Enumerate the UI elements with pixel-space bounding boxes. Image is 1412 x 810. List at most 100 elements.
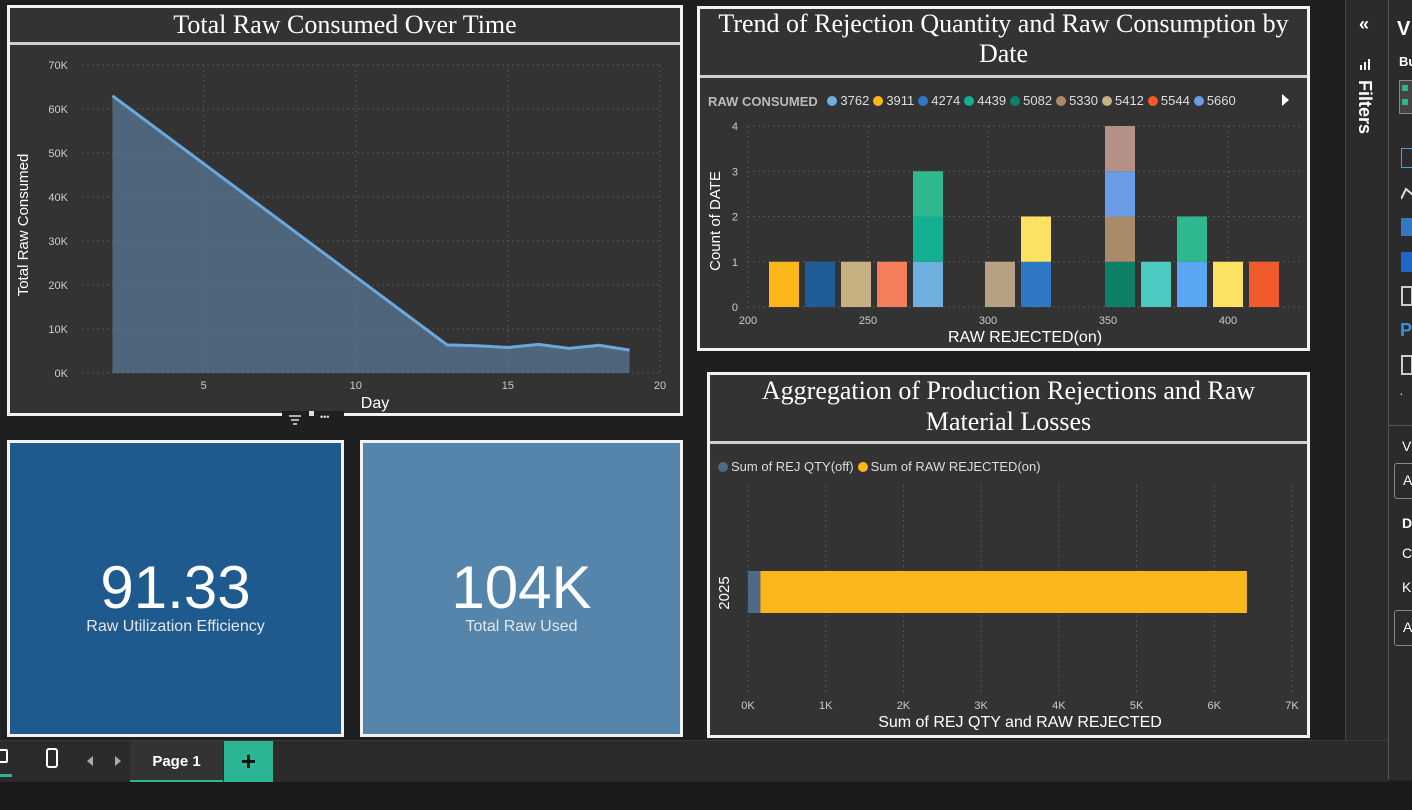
viz-field-well-2[interactable]: A: [1394, 610, 1412, 646]
agg-xtick: 1K: [819, 700, 833, 712]
trend-legend-item[interactable]: 5544: [1147, 93, 1190, 108]
legend-dot-icon: [827, 95, 838, 106]
viz-letter-1: V: [1402, 438, 1412, 454]
agg-xlabel: Sum of REJ QTY and RAW REJECTED: [878, 714, 1162, 731]
mobile-view-icon[interactable]: [46, 748, 58, 768]
more-visuals-icon[interactable]: ·: [1399, 385, 1404, 401]
legend-dot-icon: [1056, 95, 1067, 106]
focus-handle-icon[interactable]: [309, 411, 314, 416]
agg-legend: Sum of REJ QTY(off) Sum of RAW REJECTED(o…: [718, 459, 1045, 475]
legend-dot-icon: [1010, 95, 1021, 106]
trend-xtick: 300: [979, 315, 997, 327]
kpi-total-raw-value: 104K: [451, 554, 592, 621]
trend-bar-segment: [1105, 171, 1135, 217]
desktop-view-indicator: [0, 774, 12, 777]
trend-title-line2: Date: [978, 39, 1029, 68]
trend-legend-item[interactable]: 3762: [827, 93, 869, 108]
kpi-total-raw-card[interactable]: 104K Total Raw Used: [360, 440, 683, 737]
line-visual-icon[interactable]: [1400, 183, 1412, 208]
trend-legend-item[interactable]: 5412: [1101, 93, 1144, 108]
filters-pane[interactable]: « Filters: [1345, 0, 1388, 780]
trend-bar-segment: [1105, 261, 1135, 307]
report-canvas: Total Raw Consumed Over Time 0K 10K 20K 30K…: [7, 5, 1310, 738]
trend-legend-item[interactable]: 3911: [873, 93, 914, 108]
agg-category-label: 2025: [716, 576, 733, 609]
trend-legend-item[interactable]: 4274: [918, 93, 960, 108]
prev-page-icon[interactable]: [87, 756, 93, 766]
agg-xtick: 5K: [1130, 700, 1144, 712]
trend-legend-label: 3911: [886, 93, 915, 108]
line-ylabel: Total Raw Consumed: [15, 154, 32, 297]
trend-xlabel: RAW REJECTED(on): [948, 329, 1102, 346]
kpi-efficiency-card[interactable]: 91.33 Raw Utilization Efficiency: [7, 440, 344, 737]
filter-pane-icon[interactable]: [1359, 58, 1371, 76]
kpi-total-raw-label: Total Raw Used: [465, 618, 578, 635]
trend-legend-item[interactable]: 5660: [1193, 93, 1236, 108]
trend-bar-segment: [1021, 216, 1051, 262]
legend-dot-icon: [718, 461, 728, 472]
next-page-icon[interactable]: [115, 756, 121, 766]
more-options-icon[interactable]: •••: [320, 412, 330, 422]
legend-dot-icon: [873, 95, 884, 106]
legend-dot-icon: [918, 95, 929, 106]
trend-bar-segment: [1177, 261, 1207, 307]
trend-legend-label: 5082: [1023, 93, 1053, 108]
viz-letter-5: K: [1402, 579, 1412, 595]
card-visual-icon[interactable]: [1401, 252, 1412, 272]
agg-title-line2: Material Losses: [925, 407, 1092, 436]
trend-bar-segment: [1141, 261, 1171, 307]
add-page-button[interactable]: +: [224, 741, 273, 783]
trend-bar-segment: [877, 261, 907, 307]
trend-ytick: 2: [732, 212, 738, 224]
agg-legend-label: Sum of RAW REJECTED(on): [870, 459, 1041, 474]
trend-legend-item[interactable]: 4439: [964, 93, 1006, 108]
agg-chart-card[interactable]: Aggregation of Production Rejections and…: [707, 372, 1310, 738]
visual-header-controls: •••: [282, 411, 344, 429]
trend-ytick: 3: [732, 166, 738, 178]
filters-label[interactable]: Filters: [1355, 80, 1375, 135]
line-xlabel: Day: [361, 395, 389, 412]
trend-chart-card[interactable]: Trend of Rejection Quantity and Raw Cons…: [697, 6, 1310, 351]
agg-bar-segment: [760, 571, 1247, 613]
trend-bar-segment: [985, 261, 1015, 307]
collapse-icon[interactable]: «: [1359, 14, 1370, 34]
table-visual-icon[interactable]: [1401, 148, 1412, 168]
visualizations-pane[interactable]: V Bu P · V A D C K A: [1388, 0, 1412, 780]
trend-chart-title: Trend of Rejection Quantity and Raw Cons…: [700, 9, 1307, 78]
trend-xtick: 400: [1219, 315, 1237, 327]
line-xtick: 20: [654, 380, 666, 392]
page-1-tab[interactable]: Page 1: [130, 741, 223, 783]
desktop-view-icon[interactable]: [0, 749, 8, 763]
trend-legend-label: 4439: [977, 93, 1007, 108]
gauge-visual-icon[interactable]: [1401, 355, 1412, 375]
trend-ytick: 0: [732, 302, 738, 314]
viz-pane-subheader: Bu: [1399, 54, 1412, 69]
agg-legend-item[interactable]: Sum of RAW REJECTED(on): [857, 459, 1041, 474]
legend-next-icon[interactable]: [1282, 94, 1289, 106]
legend-dot-icon: [1147, 95, 1158, 106]
line-ytick: 20K: [48, 280, 68, 292]
line-ytick: 40K: [48, 192, 68, 204]
line-ytick: 10K: [48, 324, 68, 336]
agg-bar-segment: [748, 571, 761, 613]
legend-dot-icon: [964, 95, 975, 106]
trend-legend: RAW CONSUMED 3762 3911 4274 4439 5082 5330 541…: [708, 93, 1240, 109]
line-chart-card[interactable]: Total Raw Consumed Over Time 0K 10K 20K 30K…: [7, 5, 683, 416]
map-visual-icon[interactable]: [1401, 218, 1412, 236]
matrix-visual-icon[interactable]: [1399, 80, 1412, 114]
kpi-efficiency-value: 91.33: [100, 554, 251, 621]
trend-bar-segment: [1213, 261, 1243, 307]
filter-icon[interactable]: [288, 413, 302, 425]
viz-field-well-1[interactable]: A: [1394, 463, 1412, 499]
trend-bar-segment: [841, 261, 871, 307]
trend-bar-segment: [769, 261, 799, 307]
trend-legend-item[interactable]: 5082: [1010, 93, 1052, 108]
python-visual-icon[interactable]: P: [1400, 320, 1412, 340]
agg-xtick: 7K: [1285, 700, 1299, 712]
trend-bar-segment: [913, 216, 943, 262]
line-xtick: 5: [201, 380, 207, 392]
agg-legend-item[interactable]: Sum of REJ QTY(off): [718, 459, 854, 474]
line-chart-title: Total Raw Consumed Over Time: [10, 8, 680, 45]
trend-legend-item[interactable]: 5330: [1056, 93, 1098, 108]
slicer-visual-icon[interactable]: [1401, 286, 1412, 306]
